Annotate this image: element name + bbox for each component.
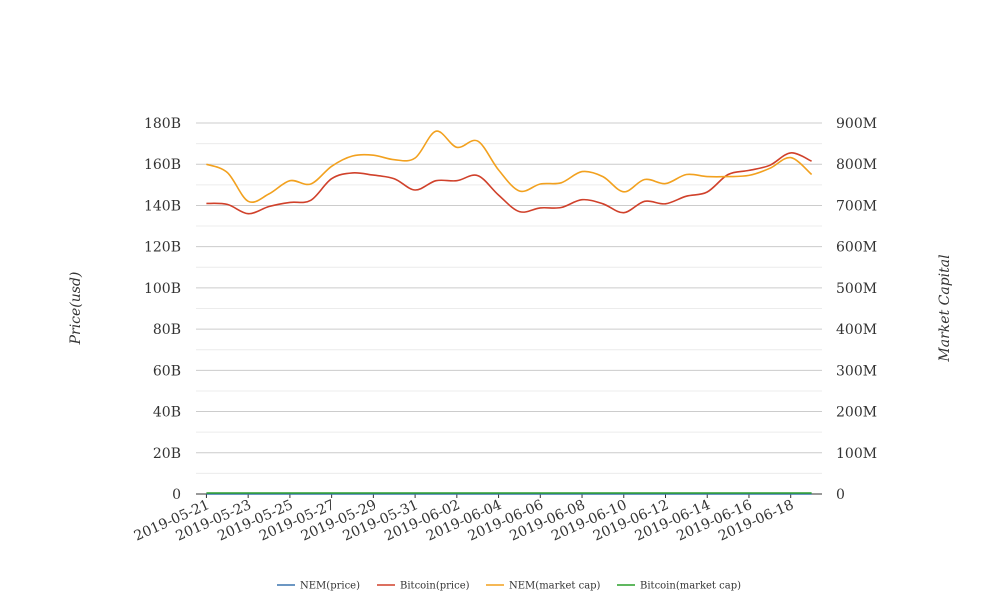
y2-tick-label: 700M <box>836 198 877 214</box>
y2-tick-label: 300M <box>836 363 877 379</box>
series-line-bitcoin-price <box>206 152 812 215</box>
y-tick-label: 60B <box>153 363 181 379</box>
y-tick-label: 100B <box>144 281 181 297</box>
y2-tick-label: 200M <box>836 405 877 421</box>
y2-tick-label: 500M <box>836 281 877 297</box>
y2-tick-label: 800M <box>836 157 877 173</box>
left-y-axis-title: Price(usd) <box>68 272 84 346</box>
gridlines <box>196 122 822 495</box>
series-line-nem-market-cap <box>206 130 813 203</box>
y2-tick-label: 900M <box>836 116 877 132</box>
left-y-axis-ticks: 0 20B 40B 60B 80B 100B 120B 140B 160B 180B <box>144 116 181 503</box>
right-y-axis-title: Market Capital <box>937 254 953 362</box>
x-axis-ticks: 2019-05-212019-05-232019-05-252019-05-27… <box>132 494 796 544</box>
y2-tick-label: 100M <box>836 446 877 462</box>
legend-label-bitcoin-market-cap: Bitcoin(market cap) <box>640 581 741 592</box>
legend: NEM(price) Bitcoin(price) NEM(market cap) B… <box>277 581 741 592</box>
y-tick-label: 180B <box>144 116 181 132</box>
y2-tick-label: 400M <box>836 322 877 338</box>
y2-tick-label: 0 <box>836 487 845 503</box>
legend-label-nem-price: NEM(price) <box>300 581 360 592</box>
legend-label-bitcoin-price: Bitcoin(price) <box>400 581 470 592</box>
y-tick-label: 80B <box>153 322 181 338</box>
y-tick-label: 40B <box>153 405 181 421</box>
series-lines <box>206 130 813 495</box>
right-y-axis-ticks: 0 100M 200M 300M 400M 500M 600M 700M 800M 900M <box>836 116 877 503</box>
y-tick-label: 120B <box>144 240 181 256</box>
y-tick-label: 20B <box>153 446 181 462</box>
y-tick-label: 140B <box>144 198 181 214</box>
y-tick-label: 0 <box>172 487 181 503</box>
y-tick-label: 160B <box>144 157 181 173</box>
legend-label-nem-market-cap: NEM(market cap) <box>509 581 601 592</box>
y2-tick-label: 600M <box>836 240 877 256</box>
